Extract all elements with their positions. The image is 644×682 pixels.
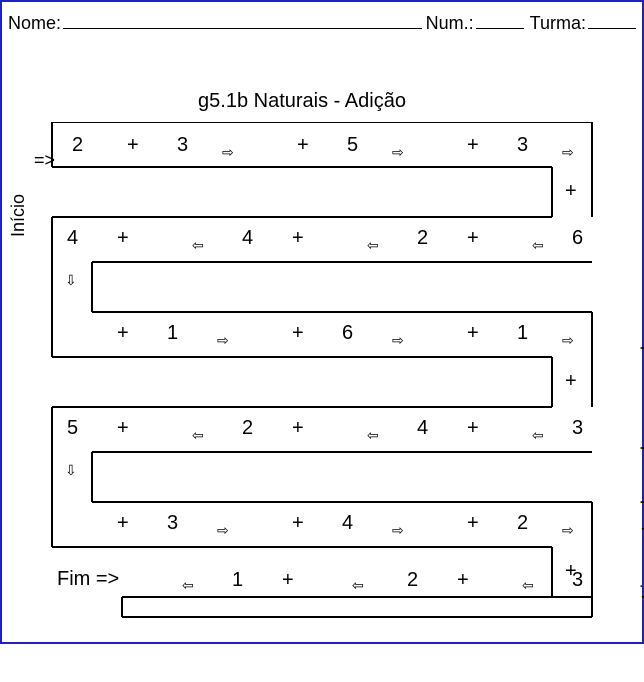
r4-c5: 4 [417,417,428,440]
arrow-right-icon: ⇨ [562,522,574,539]
arrow-left-icon: ⇦ [192,427,204,444]
arrow-left-icon: ⇦ [367,427,379,444]
r4-c2: 2 [242,417,253,440]
r6-c1: 1 [232,569,243,592]
arrow-left-icon: ⇦ [532,237,544,254]
arrow-right-icon: ⇨ [562,144,574,161]
r6-c5: + [457,569,469,592]
r3-c7: 1 [517,322,528,345]
worksheet-page: Nome: Num.: Turma: g5.1b Naturais - Adiç… [0,0,644,644]
r4-c3: + [292,417,304,440]
header: Nome: Num.: Turma: [8,10,636,34]
arrow-left-icon: ⇦ [182,577,194,594]
r6-c4: 2 [407,569,418,592]
nome-label: Nome: [8,13,61,34]
inicio-label: Início [8,194,29,237]
worksheet-title: g5.1b Naturais - Adição [2,90,602,113]
arrow-left-icon: ⇦ [522,577,534,594]
r1b-right: + [565,180,577,203]
watermark: www.ativeatabuada.com.br [638,322,644,682]
r5-c4: 4 [342,512,353,535]
r1-c1: + [127,134,139,157]
r1-c7: + [467,134,479,157]
r2-right: 6 [572,227,583,250]
arrow-right-icon: ⇨ [562,332,574,349]
turma-line[interactable] [588,10,636,29]
r3-c3: + [292,322,304,345]
arrow-down-icon: ⇩ [65,462,77,479]
r2-c3: + [292,227,304,250]
nome-line[interactable] [63,10,422,29]
r5-c3: + [292,512,304,535]
arrow-right-icon: ⇨ [392,332,404,349]
arrow-right-icon: ⇨ [392,522,404,539]
arrow-left-icon: ⇦ [532,427,544,444]
arrow-right-icon: ⇨ [217,522,229,539]
r5-c6: + [467,512,479,535]
r3-c1: 1 [167,322,178,345]
r1-c2: 3 [177,134,188,157]
r6-c2: + [282,569,294,592]
num-label: Num.: [426,13,474,34]
r1-c4: + [297,134,309,157]
arrow-left-icon: ⇦ [352,577,364,594]
arrow-down-icon: ⇩ [65,272,77,289]
r4-c0: + [117,417,129,440]
r2-c6: + [467,227,479,250]
arrow-right-icon: ⇨ [217,332,229,349]
r4-left: 5 [67,417,78,440]
r4-c6: + [467,417,479,440]
arrow-right-icon: ⇨ [222,144,234,161]
r3-c6: + [467,322,479,345]
maze: 2 + 3 ⇨ + 5 ⇨ + 3 ⇨ + 4 + ⇦ 4 + ⇦ 2 + ⇦ … [32,122,602,617]
r6-right: 3 [572,569,583,592]
r2-c2: 4 [242,227,253,250]
arrow-left-icon: ⇦ [367,237,379,254]
r2-c0: + [117,227,129,250]
maze-lines [32,122,602,622]
r3-c0: + [117,322,129,345]
r1-c8: 3 [517,134,528,157]
arrow-left-icon: ⇦ [192,237,204,254]
arrow-right-icon: ⇨ [392,144,404,161]
r4-right: 3 [572,417,583,440]
r2-c5: 2 [417,227,428,250]
turma-label: Turma: [530,13,586,34]
num-line[interactable] [476,10,524,29]
r1-c5: 5 [347,134,358,157]
r1-c0: 2 [72,134,83,157]
r5-c1: 3 [167,512,178,535]
r2-left: 4 [67,227,78,250]
r3b-right: + [565,370,577,393]
r5-c7: 2 [517,512,528,535]
r5-c0: + [117,512,129,535]
r3-c4: 6 [342,322,353,345]
